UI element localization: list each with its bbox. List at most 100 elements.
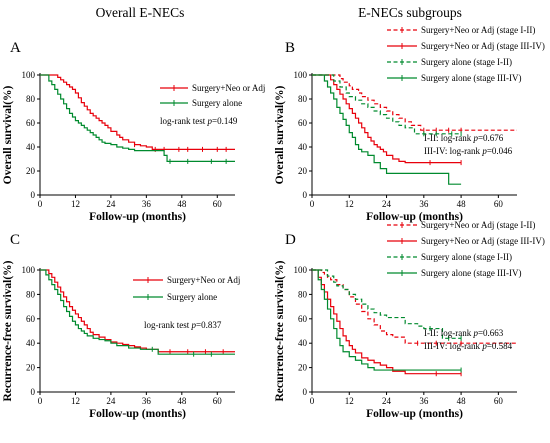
series-line-1 [312, 269, 462, 375]
legend-label: Surgery alone (stage I-II) [421, 57, 512, 67]
y-axis-title: Recurrence-free survival(%) [2, 260, 14, 401]
legend-label: Surgery alone (stage I-II) [421, 252, 512, 262]
x-tick-label: 36 [419, 396, 429, 406]
y-tick-label: 0 [31, 190, 36, 200]
series-line-3 [312, 269, 462, 371]
series-line-1 [312, 74, 462, 164]
legend: Surgery+Neo or Adj Surgery alone [133, 275, 240, 302]
legend-label: Surgery+Neo or Adj [167, 275, 240, 285]
series-line-2 [312, 269, 462, 339]
y-tick-label: 20 [298, 363, 308, 373]
x-tick-label: 60 [213, 396, 223, 406]
series-line-1 [40, 269, 235, 355]
x-tick-label: 48 [457, 199, 467, 209]
x-tick-label: 24 [382, 199, 392, 209]
annotation-run-0: log-rank test [144, 320, 192, 330]
x-axis-title: Follow-up (months) [366, 408, 463, 420]
x-tick-label: 12 [71, 199, 80, 209]
heading-left: Overall E-NECs [96, 5, 185, 20]
y-tick-label: 80 [298, 94, 308, 104]
y-tick-label: 40 [26, 338, 36, 348]
legend-label: Surgery alone [192, 98, 242, 108]
x-tick-label: 0 [310, 396, 315, 406]
x-tick-label: 48 [177, 396, 187, 406]
y-tick-label: 0 [31, 387, 36, 397]
panel-letter: A [10, 40, 21, 56]
y-tick-label: 100 [294, 70, 308, 80]
y-tick-label: 60 [298, 118, 308, 128]
legend: Surgery+Neo or Adj Surgery alone [160, 83, 265, 108]
annotation-line-1: III-IV: log-rank p=0.584 [424, 341, 513, 351]
x-tick-label: 60 [494, 199, 504, 209]
heading-right: E-NECs subgroups [358, 5, 462, 20]
panel-a: A 0 12 24 36 48 60 0 20 40 60 80 100 Follow-up (month… [2, 40, 265, 223]
legend-label: Surgery+Neo or Adj (stage III-IV) [421, 41, 545, 51]
annotation-run-1: p [207, 116, 213, 126]
panel-c: C 0 12 24 36 48 60 0 20 40 60 80 100 Follow-up (month… [2, 232, 240, 420]
annotation-run-1: p [472, 133, 478, 143]
x-tick-label: 60 [494, 396, 504, 406]
y-tick-label: 100 [294, 265, 308, 275]
legend-label: Surgery alone (stage III-IV) [421, 268, 522, 278]
legend-label: Surgery alone (stage III-IV) [421, 73, 522, 83]
annotation-run-2: =0.663 [478, 328, 504, 338]
annotation: log-rank test p=0.149 [160, 116, 238, 126]
annotation-run-2: =0.676 [478, 133, 504, 143]
series-line-0 [40, 74, 235, 150]
y-tick-label: 80 [26, 289, 36, 299]
y-axis-title: Recurrence-free survival(%) [274, 260, 286, 401]
panel-b: B 0 12 24 36 48 60 0 20 40 60 80 100 Follow-up (month… [274, 25, 545, 223]
x-tick-label: 24 [382, 396, 392, 406]
series-line-3 [312, 74, 462, 185]
legend-label: Surgery+Neo or Adj (stage I-II) [421, 220, 535, 230]
x-tick-label: 60 [213, 199, 223, 209]
y-tick-label: 20 [26, 363, 36, 373]
y-tick-label: 100 [22, 265, 36, 275]
x-tick-label: 36 [142, 396, 152, 406]
x-tick-label: 36 [419, 199, 429, 209]
y-axis-title: Overall survival(%) [274, 85, 286, 184]
annotation-run-1: p [191, 320, 197, 330]
annotation-run-1: p [481, 341, 487, 351]
x-tick-label: 36 [142, 199, 152, 209]
x-tick-label: 12 [345, 396, 354, 406]
x-axis-title: Follow-up (months) [89, 408, 186, 420]
annotation-run-0: I-II: log-rank [424, 133, 473, 143]
panel-letter: B [285, 40, 295, 56]
x-tick-label: 0 [38, 199, 43, 209]
legend-label: Surgery+Neo or Adj [192, 83, 265, 93]
series-line-1 [40, 74, 235, 162]
panels: A 0 12 24 36 48 60 0 20 40 60 80 100 Follow-up (month… [2, 25, 545, 420]
series-line-2 [312, 74, 462, 135]
annotation-line-0: I-II: log-rank p=0.663 [424, 328, 504, 338]
x-tick-label: 24 [106, 396, 116, 406]
legend-label: Surgery alone [167, 292, 217, 302]
legend-label: Surgery+Neo or Adj (stage III-IV) [421, 236, 545, 246]
legend-label: Surgery+Neo or Adj (stage I-II) [421, 25, 535, 35]
legend: Surgery+Neo or Adj (stage I-II) Surgery+N… [387, 220, 545, 278]
y-tick-label: 0 [303, 387, 308, 397]
annotation-run-2: =0.149 [212, 116, 238, 126]
panel-letter: C [10, 232, 20, 248]
annotation-line-1: III-IV: log-rank p=0.046 [424, 146, 513, 156]
y-tick-label: 60 [298, 314, 308, 324]
annotation-run-0: log-rank test [160, 116, 208, 126]
x-tick-label: 48 [457, 396, 467, 406]
panel-d: D 0 12 24 36 48 60 0 20 40 60 80 100 Follow-up (month… [274, 220, 545, 420]
x-tick-label: 0 [38, 396, 43, 406]
x-tick-label: 0 [310, 199, 315, 209]
y-tick-label: 100 [22, 70, 36, 80]
annotation-run-0: III-IV: log-rank [424, 341, 482, 351]
y-tick-label: 80 [298, 289, 308, 299]
y-tick-label: 40 [26, 142, 36, 152]
x-axis-title: Follow-up (months) [366, 211, 463, 223]
annotation-run-2: =0.584 [487, 341, 513, 351]
annotation-line-0: I-II: log-rank p=0.676 [424, 133, 504, 143]
y-tick-label: 80 [26, 94, 36, 104]
y-axis-title: Overall survival(%) [2, 85, 14, 184]
y-tick-label: 60 [26, 118, 36, 128]
annotation-run-2: =0.046 [487, 146, 513, 156]
series-line-0 [312, 269, 517, 344]
x-tick-label: 12 [71, 396, 80, 406]
